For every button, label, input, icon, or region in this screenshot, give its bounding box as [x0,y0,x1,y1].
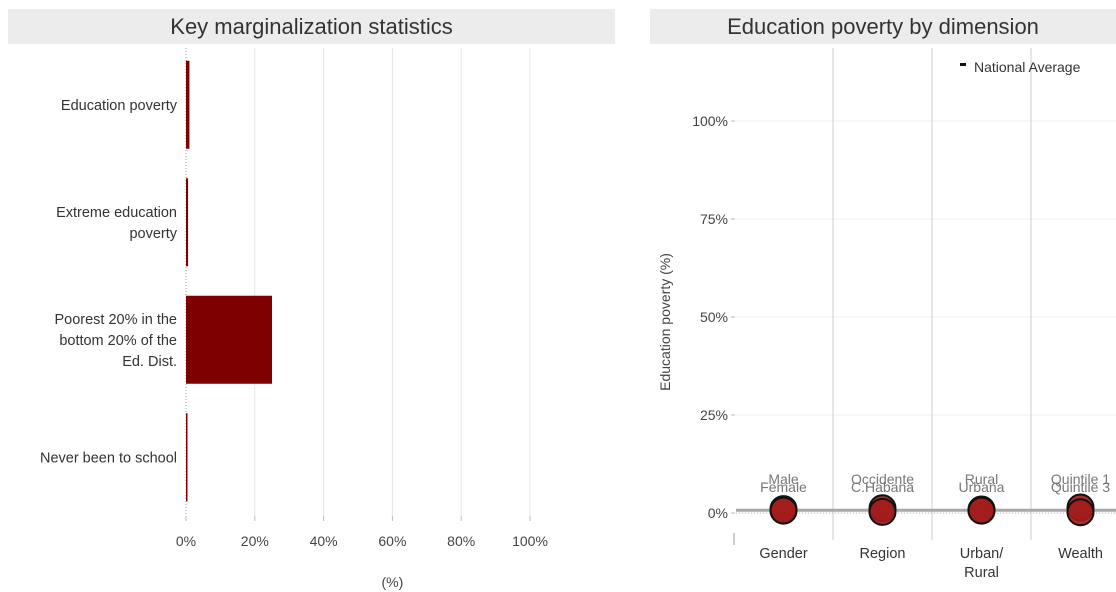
data-point [1066,498,1095,527]
x-tick-label: 60% [378,533,406,549]
dimension-scatter-chart: 0% 25% 50% 75% 100% Education poverty (%) Gend… [657,48,1116,581]
category-label: Poorest 20% in the bottom 20% of the Ed. D… [54,312,177,370]
category-label-line: Never been to school [40,450,177,466]
x-tick-label: 100% [512,533,548,549]
left-chart-title: Key marginalization statistics [8,9,615,44]
category-label-line: Extreme education [56,205,177,221]
data-point [967,496,996,525]
y-axis-label: Education poverty (%) [657,253,673,391]
dimension-label-line: Wealth [1058,546,1103,562]
dimension-label-line: Urban/ [960,546,1004,562]
x-axis-label: (%) [382,574,404,590]
x-tick-label: 20% [241,533,269,549]
point-label: Quintile 1 [1051,471,1110,487]
bar-3 [186,295,272,384]
point-label: C.Habana [851,479,914,495]
point-label: Urbana [959,479,1005,495]
dimension-panel: Education poverty by dimension 0% 25% 50% 7… [640,0,1116,592]
marginalization-bar-chart: 0% 20% 40% 60% 80% 100% Education poverty Extre… [40,48,548,590]
y-tick-label: 50% [700,309,728,325]
category-label: Education poverty [61,98,178,114]
dimension-label-line: Region [860,546,906,562]
marginalization-panel: Key marginalization statistics 0% 20% 40% 6… [8,9,615,590]
category-label-line: Poorest 20% in the [54,312,177,328]
x-tick-label: 0% [176,533,196,549]
data-point [769,496,798,525]
category-label: Extreme education poverty [56,205,178,242]
right-chart-title: Education poverty by dimension [650,9,1116,44]
point-label: Quintile 3 [1051,479,1110,495]
legend-swatch [960,63,966,66]
category-label-line: poverty [129,226,177,242]
bar-4 [186,413,188,502]
data-point [868,497,897,526]
point-label: Female [760,479,807,495]
x-tick-label: 80% [447,533,475,549]
point-label: Occidente [851,471,914,487]
category-label-line: bottom 20% of the [59,333,177,349]
dimension-label: Region [860,546,906,562]
x-tick-label: 40% [310,533,338,549]
point-label: Rural [965,471,998,487]
legend-label: National Average [974,59,1081,75]
dimension-label: Urban/Rural [960,546,1004,581]
y-tick-label: 100% [692,113,728,129]
y-tick-label: 0% [708,505,728,521]
point-label: Male [768,471,799,487]
category-label-line: Ed. Dist. [122,354,177,370]
dimension-label-line: Rural [964,565,999,581]
y-tick-label: 75% [700,211,728,227]
dimension-label-line: Gender [759,546,808,562]
category-label: Never been to school [40,450,177,466]
y-tick-label: 25% [700,407,728,423]
category-label-line: Education poverty [61,98,178,114]
bar-1 [186,60,190,149]
dimension-label: Wealth [1058,546,1103,562]
bar-2 [186,178,189,267]
dimension-label: Gender [759,546,808,562]
